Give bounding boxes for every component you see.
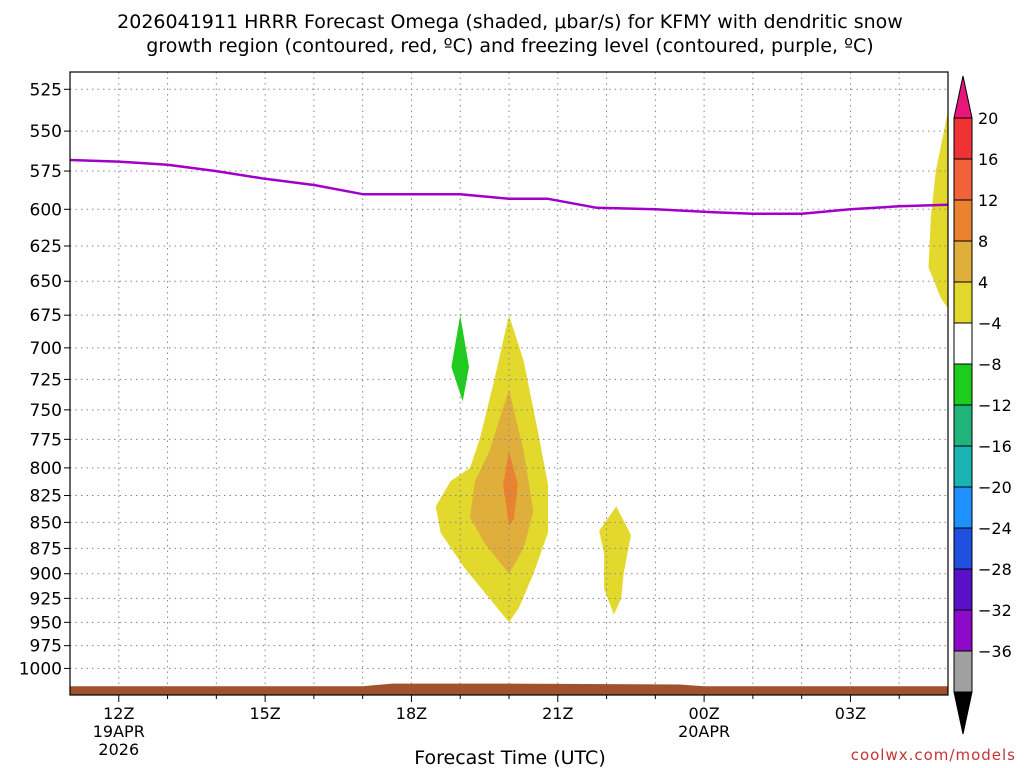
colorbar-swatch xyxy=(953,322,973,365)
y-tick-label: 875 xyxy=(30,539,62,559)
colorbar-swatch xyxy=(953,117,973,160)
y-tick-label: 925 xyxy=(30,589,62,609)
y-tick-label: 750 xyxy=(30,401,62,421)
chart-title-line-1: 2026041911 HRRR Forecast Omega (shaded, … xyxy=(117,11,903,33)
y-tick-label: 625 xyxy=(30,237,62,257)
colorbar-label: −12 xyxy=(978,396,1012,415)
colorbar-label: 8 xyxy=(978,232,988,251)
grid-lines xyxy=(70,72,948,695)
x-tick-label: 03Z xyxy=(835,704,866,723)
omega-region xyxy=(503,450,518,526)
freezing-level-line xyxy=(69,158,949,216)
colorbar-label: −20 xyxy=(978,478,1012,497)
colorbar-label: −16 xyxy=(978,437,1012,456)
colorbar-label: 16 xyxy=(978,150,998,169)
y-tick-label: 650 xyxy=(30,272,62,292)
x-tick-date-label: 20APR xyxy=(678,722,730,741)
colorbar-label: −4 xyxy=(978,314,1002,333)
colorbar: 20 16 12 8 4 −4 −8 −12 −16 −20 −24 −28 −32 −36 xyxy=(953,75,1012,735)
colorbar-label: −24 xyxy=(978,519,1012,538)
ground-layer xyxy=(70,683,948,695)
colorbar-label: 20 xyxy=(978,109,998,128)
colorbar-label: 12 xyxy=(978,191,998,210)
colorbar-swatch xyxy=(953,609,973,652)
x-tick-date-label: 19APR xyxy=(93,722,145,741)
y-tick-label: 550 xyxy=(30,122,62,142)
colorbar-swatch xyxy=(953,404,973,447)
y-tick-label: 600 xyxy=(30,200,62,220)
y-tick-label: 850 xyxy=(30,513,62,533)
x-tick-year-label: 2026 xyxy=(98,740,139,759)
y-tick-label: 525 xyxy=(30,80,62,100)
colorbar-swatch xyxy=(953,199,973,242)
x-tick-label: 21Z xyxy=(542,704,573,723)
y-tick-label: 975 xyxy=(30,637,62,657)
omega-region xyxy=(470,389,534,574)
credit-text: coolwx.com/models xyxy=(851,746,1016,764)
colorbar-swatch xyxy=(953,650,973,693)
omega-region xyxy=(599,506,631,615)
freezing-level-group xyxy=(69,158,949,216)
colorbar-swatch xyxy=(953,568,973,611)
colorbar-top-arrow xyxy=(953,75,973,119)
colorbar-label: −36 xyxy=(978,642,1012,661)
colorbar-label: −8 xyxy=(978,355,1002,374)
colorbar-label: −32 xyxy=(978,601,1012,620)
colorbar-swatch xyxy=(953,445,973,488)
colorbar-swatch xyxy=(953,527,973,570)
y-axis: 525 550 575 600 625 650 675 700 725 750 775 800 825 8… xyxy=(19,80,70,679)
colorbar-swatch xyxy=(953,363,973,406)
x-tick-label: 00Z xyxy=(688,704,719,723)
omega-shaded-regions xyxy=(435,111,948,623)
x-tick-label: 12Z xyxy=(103,704,134,723)
y-tick-label: 950 xyxy=(30,613,62,633)
y-tick-label: 675 xyxy=(30,306,62,326)
y-tick-label: 1000 xyxy=(19,659,62,679)
y-tick-label: 800 xyxy=(30,459,62,479)
y-tick-label: 575 xyxy=(30,162,62,182)
omega-region xyxy=(928,111,948,309)
x-tick-label: 18Z xyxy=(396,704,427,723)
x-tick-label: 15Z xyxy=(249,704,280,723)
colorbar-swatch xyxy=(953,240,973,283)
y-tick-label: 900 xyxy=(30,565,62,585)
colorbar-swatch xyxy=(953,281,973,324)
y-tick-label: 775 xyxy=(30,430,62,450)
y-tick-label: 825 xyxy=(30,487,62,507)
y-tick-label: 725 xyxy=(30,370,62,390)
chart-title-line-2: growth region (contoured, red, ºC) and f… xyxy=(146,35,873,57)
colorbar-label: 4 xyxy=(978,273,988,292)
y-tick-label: 700 xyxy=(30,339,62,359)
x-axis-title: Forecast Time (UTC) xyxy=(414,747,605,768)
colorbar-bottom-arrow xyxy=(953,691,973,735)
ground-terrain xyxy=(70,683,948,695)
colorbar-label: −28 xyxy=(978,560,1012,579)
colorbar-swatch xyxy=(953,158,973,201)
colorbar-swatch xyxy=(953,486,973,529)
